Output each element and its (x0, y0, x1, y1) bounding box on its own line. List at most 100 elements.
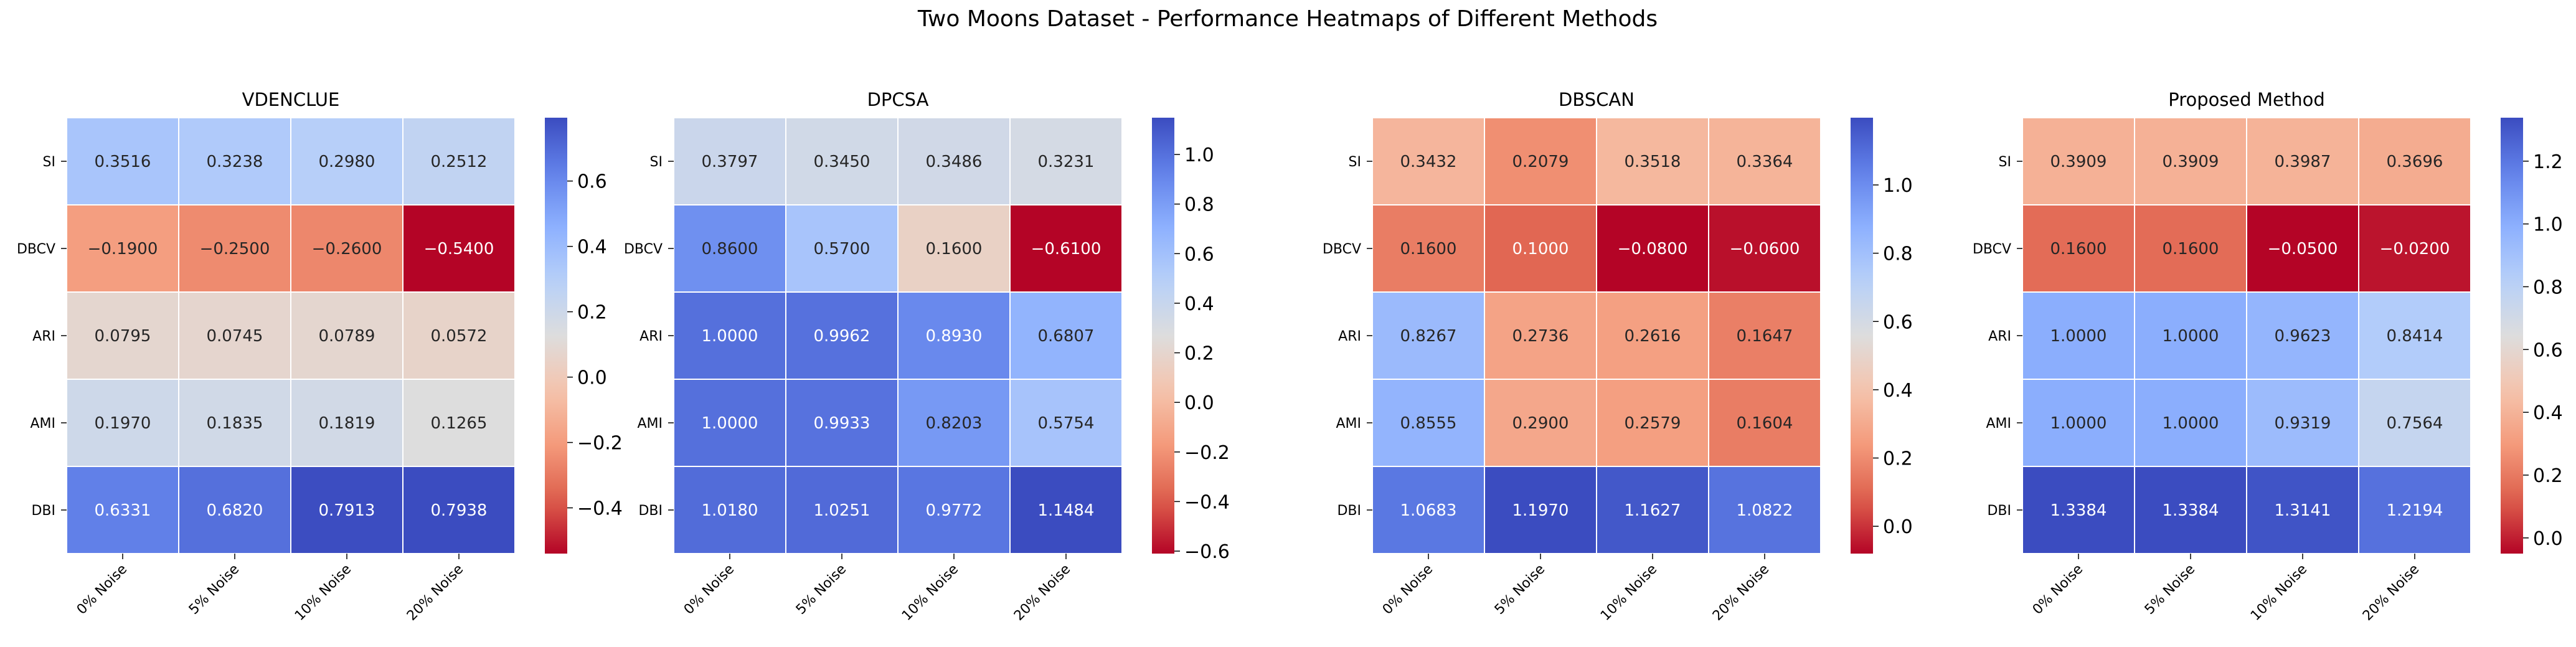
heatmap-cell (178, 117, 291, 205)
colorbar-tick-label: 0.4 (577, 237, 607, 258)
y-tick-label: DBI (1337, 503, 1361, 519)
cell-label: 0.0789 (319, 327, 375, 346)
heatmap-cell (2134, 379, 2247, 467)
cell-label: 0.3516 (95, 153, 151, 171)
cell-label: 1.0000 (2050, 414, 2107, 433)
cell-label: 0.1835 (207, 414, 263, 433)
colorbar-tick-label: 0.0 (1883, 516, 1913, 538)
heatmap-cell (1596, 379, 1709, 467)
cell-label: 0.3909 (2163, 153, 2219, 171)
colorbar-tick-label: −0.4 (577, 498, 623, 520)
cell-label: 0.1600 (926, 240, 983, 258)
cell-label: 0.9319 (2275, 414, 2331, 433)
panel-title: DPCSA (867, 89, 929, 110)
y-tick-label: AMI (637, 416, 663, 432)
heatmap-cell (2358, 291, 2471, 380)
cell-label: 0.7913 (319, 501, 375, 520)
y-tick-label: SI (650, 154, 663, 170)
y-tick-label: DBCV (1973, 242, 2011, 257)
heatmap-cell (2134, 466, 2247, 554)
cell-label: 1.3384 (2050, 501, 2107, 520)
heatmap-cell (2134, 204, 2247, 293)
x-tick-label: 5% Noise (2142, 562, 2198, 618)
x-tick-label: 0% Noise (681, 562, 737, 618)
cell-label: 0.2079 (1512, 153, 1569, 171)
heatmap-cell (66, 379, 179, 467)
cell-label: 0.1604 (1737, 414, 1793, 433)
cell-label: 0.7564 (2387, 414, 2443, 433)
y-tick-label: DBCV (17, 242, 55, 257)
heatmap-panel-1: VDENCLUE 0.3516 0.3238 0.2980 0.2512 −0.1900 −… (17, 89, 623, 624)
colorbar-tick-label: 0.2 (1883, 448, 1913, 470)
cell-label: 0.9933 (814, 414, 870, 433)
heatmap-cell (1708, 117, 1821, 205)
cell-label: 0.2900 (1512, 414, 1569, 433)
panel-title: Proposed Method (2168, 89, 2325, 110)
heatmap-cell (2246, 379, 2359, 467)
colorbar-tick-label: −0.2 (577, 433, 623, 455)
heatmap-cell (2134, 117, 2247, 205)
cell-label: −0.2600 (312, 240, 382, 258)
cell-label: 0.1000 (1512, 240, 1569, 258)
y-tick-label: DBCV (1323, 242, 1361, 257)
heatmap-cell (402, 379, 516, 467)
cell-label: 0.2616 (1625, 327, 1681, 346)
cell-label: 0.3364 (1737, 153, 1793, 171)
heatmap-cell (1009, 291, 1123, 380)
cell-label: 1.0822 (1737, 501, 1793, 520)
heatmap-cell (2134, 291, 2247, 380)
cell-label: 1.0000 (2163, 414, 2219, 433)
y-tick-label: AMI (1986, 416, 2011, 432)
heatmap-cell (402, 204, 516, 293)
colorbar-tick-label: 0.0 (577, 367, 607, 389)
cell-label: 1.0180 (702, 501, 758, 520)
x-tick-label: 10% Noise (1598, 562, 1660, 624)
cell-label: 1.0000 (2163, 327, 2219, 346)
x-tick-label: 10% Noise (2248, 562, 2310, 624)
cell-label: 0.6807 (1038, 327, 1095, 346)
heatmap-cell (290, 466, 403, 554)
colorbar-tick-label: 0.8 (2533, 276, 2563, 298)
cell-label: 1.3384 (2163, 501, 2219, 520)
heatmap-cell (2246, 117, 2359, 205)
heatmap-cell (2358, 379, 2471, 467)
cell-label: 0.9962 (814, 327, 870, 346)
heatmap-cell (673, 117, 786, 205)
x-tick-label: 5% Noise (1492, 562, 1548, 618)
y-tick-label: SI (1349, 154, 1361, 170)
cell-label: 0.3797 (702, 153, 758, 171)
cell-label: −0.0800 (1618, 240, 1688, 258)
heatmap-cell (2022, 204, 2135, 293)
cell-label: 1.3141 (2275, 501, 2331, 520)
colorbar-tick-label: 0.4 (1184, 293, 1214, 315)
cell-label: 1.1627 (1625, 501, 1681, 520)
cell-label: 0.3450 (814, 153, 870, 171)
heatmap-cell (1484, 379, 1597, 467)
heatmap-cell (1484, 291, 1597, 380)
y-tick-label: AMI (30, 416, 55, 432)
colorbar-tick-label: 0.6 (1184, 243, 1214, 265)
cell-label: 1.1970 (1512, 501, 1569, 520)
heatmap-cell (897, 466, 1011, 554)
panel-title: VDENCLUE (242, 89, 340, 110)
colorbar (1152, 118, 1174, 554)
heatmap-cell (785, 291, 899, 380)
colorbar-tick-label: 1.0 (1883, 175, 1913, 197)
colorbar-tick-label: 0.2 (2533, 465, 2563, 487)
cell-label: 0.1600 (2163, 240, 2219, 258)
heatmap-panel-4: Proposed Method 0.3909 0.3909 0.3987 0.3696 0… (1973, 89, 2563, 624)
cell-label: 0.8203 (926, 414, 983, 433)
cell-label: 0.8555 (1400, 414, 1457, 433)
cell-label: 0.5754 (1038, 414, 1095, 433)
cell-label: 0.2980 (319, 153, 375, 171)
cell-label: 0.2736 (1512, 327, 1569, 346)
heatmap-cell (785, 466, 899, 554)
colorbar-tick-label: 0.0 (1184, 392, 1214, 414)
y-tick-label: DBI (31, 503, 55, 519)
heatmap-cell (1708, 379, 1821, 467)
y-tick-label: DBI (638, 503, 663, 519)
cell-label: 0.9623 (2275, 327, 2331, 346)
y-tick-label: ARI (1338, 329, 1361, 344)
heatmap-panel-2: DPCSA 0.3797 0.3450 0.3486 0.3231 0.8600 0.570… (624, 89, 1230, 624)
